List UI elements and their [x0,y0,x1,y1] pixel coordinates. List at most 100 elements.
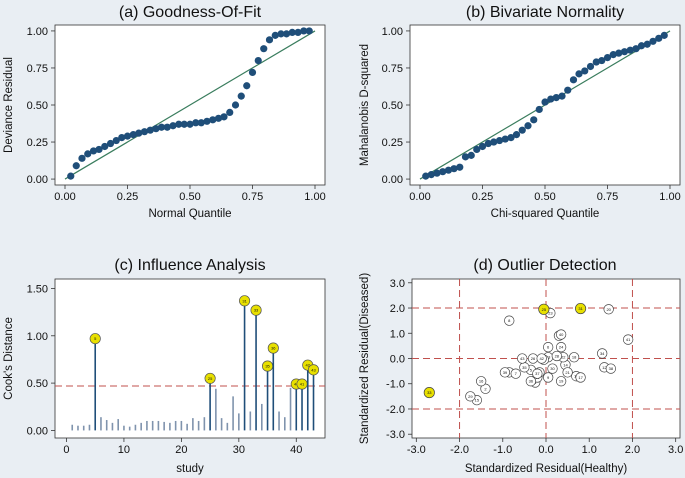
study-label: 24 [559,345,564,350]
study-label: 42 [306,363,311,368]
study-label: 36 [271,346,276,351]
data-point [507,133,515,142]
data-point [598,56,606,65]
study-label: 35 [265,364,270,369]
data-point [294,28,302,37]
study-marker [547,363,558,374]
study-label: 36 [529,379,534,384]
x-tick-label: 0.00 [409,191,430,203]
data-point [226,108,234,117]
y-tick-label: 0.50 [27,100,48,112]
study-label: 35 [522,365,527,370]
data-point [632,45,640,53]
study-label: 41 [300,382,305,387]
data-point [433,169,441,177]
data-point [214,114,223,122]
study-label: 21 [565,370,570,375]
study-label: 31 [242,298,247,303]
study-marker [532,368,543,379]
data-point [101,142,109,151]
data-point [547,95,555,103]
data-point [192,119,200,127]
y-tick-label: 0.00 [27,425,48,437]
data-point [495,136,504,145]
study-marker [575,372,586,383]
study-label: 34 [600,351,605,356]
data-point [129,131,137,139]
data-point [541,98,549,106]
x-tick-label: 0.25 [472,191,493,203]
data-point [535,105,543,114]
x-tick-label: 40 [290,444,302,456]
x-tick-label: 1.0 [582,444,597,456]
study-marker [555,376,567,387]
study-marker [622,334,634,345]
data-point [620,48,629,56]
data-point [603,53,612,62]
data-point [282,30,291,38]
panel-1: (b) Bivariate Normality Chi-squared Quant… [359,4,681,220]
x-tick-label: 0.75 [597,191,618,203]
y-tick-label: 0.0 [390,354,405,366]
data-point [461,153,470,161]
data-point [501,135,509,143]
data-point [89,147,98,155]
data-point [209,116,217,124]
data-point [552,93,560,102]
study-label: 31 [578,306,583,311]
study-label: 2 [484,386,487,391]
outlier-marker [538,303,550,315]
chart-title: (b) Bivariate Normality [466,4,624,21]
data-point [456,163,464,171]
data-point [95,145,103,154]
data-point [609,51,617,59]
y-axis-label: Deviance Residual [3,57,15,153]
highlighted-study-marker [307,364,320,376]
data-point [146,126,154,134]
study-label: 5 [530,367,533,372]
outlier-marker [575,302,587,315]
data-point [637,42,646,50]
x-tick-label: 0.75 [242,191,263,203]
data-point [112,136,120,145]
data-point [592,58,600,66]
y-tick-label: 0.00 [382,174,403,186]
data-point [558,92,566,100]
y-tick-label: 0.75 [27,63,48,75]
x-tick-label: -1.0 [493,444,512,456]
data-point [265,36,274,44]
data-point [467,151,475,159]
study-label: 33 [254,308,259,313]
study-label: 22 [561,355,566,360]
y-axis-label: Mahalanobis D-squared [359,44,371,166]
study-label: 43 [311,367,316,372]
study-label: 17 [578,375,583,380]
data-point [140,128,149,136]
study-label: 16 [479,379,484,384]
data-point [473,145,481,154]
data-point [512,131,521,139]
data-point [575,70,583,78]
data-point [581,67,589,75]
study-label: 6 [547,345,550,350]
y-tick-label: 0.25 [27,137,48,149]
y-tick-label: 0.50 [382,100,403,112]
study-marker [551,350,562,362]
data-point [106,139,115,148]
data-point [277,30,285,38]
highlighted-study-marker [204,372,216,384]
data-point [615,49,623,57]
y-tick-label: 0.50 [27,378,48,390]
data-point [305,27,313,35]
y-tick-label: 1.00 [27,331,48,343]
data-point [248,68,257,77]
data-point [197,119,205,127]
data-point [237,92,245,100]
highlighted-study-marker [250,304,262,316]
y-tick-label: 0.25 [382,137,403,149]
data-point [157,123,166,131]
x-tick-label: 0 [63,444,69,456]
study-label: 28 [555,353,560,358]
data-point [478,142,487,151]
x-tick-label: 0.25 [117,191,138,203]
